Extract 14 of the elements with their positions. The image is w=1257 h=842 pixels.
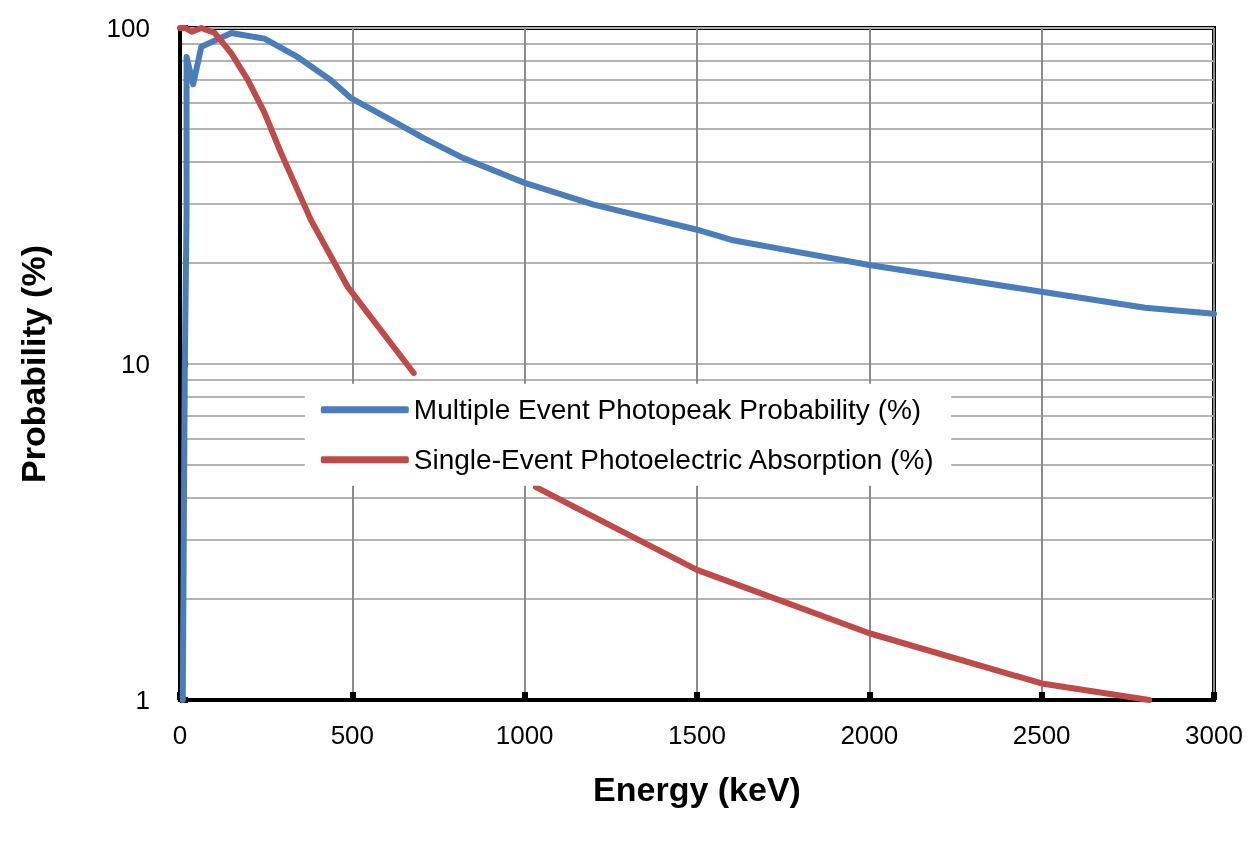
y-tick-label: 100 xyxy=(106,13,150,43)
x-tick-label: 1000 xyxy=(495,720,554,750)
x-tick-label: 3000 xyxy=(1185,720,1243,750)
x-tick-label: 1500 xyxy=(668,720,726,750)
y-axis-title: Probability (%) xyxy=(14,244,52,484)
x-tick-label: 500 xyxy=(330,720,375,750)
y-tick-label: 10 xyxy=(121,349,150,379)
x-axis-title: Energy (keV) xyxy=(593,770,801,808)
x-tick-label: 2500 xyxy=(1012,720,1071,750)
legend-label: Multiple Event Photopeak Probability (%) xyxy=(413,394,922,426)
x-tick-label: 2000 xyxy=(840,720,899,750)
legend-label: Single-Event Photoelectric Absorption (%) xyxy=(413,444,934,476)
y-tick-label: 1 xyxy=(135,685,150,715)
x-tick-label: 0 xyxy=(172,720,188,750)
